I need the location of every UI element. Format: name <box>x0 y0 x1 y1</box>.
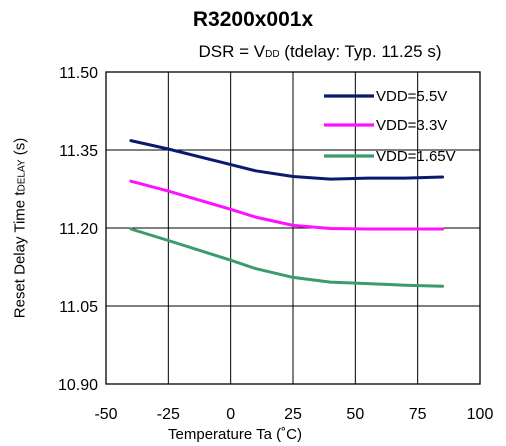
legend-label: VDD=5.5V <box>376 88 447 105</box>
y-tick-label: 11.20 <box>59 221 98 238</box>
y-tick-label: 11.50 <box>59 65 98 82</box>
x-tick-label: 25 <box>284 406 302 423</box>
plot-frame <box>105 71 481 385</box>
series-line <box>129 227 445 288</box>
x-tick-label: -50 <box>94 406 117 423</box>
series-line <box>129 179 445 231</box>
chart-subtitle: DSR = VDD (tdelay: Typ. 11.25 s) <box>0 42 506 62</box>
series-line <box>129 139 445 181</box>
chart-title: R3200x001x <box>192 8 314 31</box>
legend-label: VDD=3.3V <box>376 117 447 134</box>
chart-subtitle-prefix: DSR = V <box>198 42 266 61</box>
y-tick-label: 11.35 <box>59 143 98 160</box>
x-tick-label: 75 <box>409 406 427 423</box>
x-tick-label: -25 <box>157 406 180 423</box>
chart-subtitle-suffix: (tdelay: Typ. 11.25 s) <box>279 42 442 61</box>
chart-subtitle-subscript: DD <box>265 49 280 60</box>
y-tick-label: 10.90 <box>58 377 98 394</box>
legend-label: VDD=1.65V <box>376 148 456 165</box>
y-tick-label: 11.05 <box>59 299 98 316</box>
x-tick-label: 0 <box>226 406 235 423</box>
x-tick-label: 100 <box>467 406 494 423</box>
x-axis-label: Temperature Ta (˚C) <box>168 426 302 443</box>
x-tick-label: 50 <box>346 406 364 423</box>
